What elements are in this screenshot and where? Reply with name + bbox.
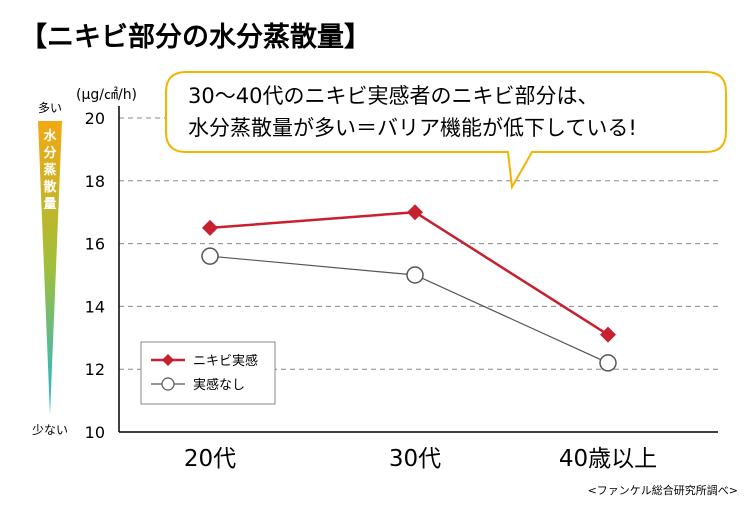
data-point <box>599 354 617 372</box>
legend-marker <box>161 377 175 391</box>
series-acne <box>202 204 616 343</box>
scale-indicator: 多い 水分蒸散量 少ない <box>32 101 68 437</box>
callout-bubble: 30～40代のニキビ実感者のニキビ部分は、 水分蒸散量が多い＝バリア機能が低下し… <box>165 71 727 191</box>
y-tick-label: 20 <box>85 109 105 128</box>
y-tick-label: 14 <box>85 297 105 316</box>
source-note: <ファンケル総合研究所調べ> <box>588 483 738 497</box>
scale-caption-char: 分 <box>43 145 56 161</box>
callout-line-1: 30～40代のニキビ実感者のニキビ部分は、 <box>188 84 598 108</box>
x-tick-labels: 20代 30代 40歳以上 <box>184 446 657 472</box>
y-axis-label: (μg/㎠/h) <box>76 87 137 103</box>
x-tick-label: 30代 <box>389 446 441 472</box>
data-point <box>600 326 616 343</box>
scale-top-label: 多い <box>38 101 62 115</box>
scale-caption-char: 量 <box>43 197 56 212</box>
legend-item: ニキビ実感 <box>151 353 258 369</box>
x-tick-label: 20代 <box>184 446 236 472</box>
legend-marker <box>162 354 174 366</box>
series-none <box>201 247 617 372</box>
x-tick-label: 40歳以上 <box>559 446 657 472</box>
data-point <box>406 266 424 284</box>
scale-caption: 水分蒸散量 <box>43 128 57 212</box>
data-point <box>202 219 218 236</box>
legend-item: 実感なし <box>151 377 245 393</box>
y-tick-label: 16 <box>85 235 105 254</box>
scale-caption-char: 散 <box>43 179 57 195</box>
legend-label: ニキビ実感 <box>193 353 258 369</box>
chart-title: 【ニキビ部分の水分蒸散量】 <box>20 21 371 53</box>
callout-line-2: 水分蒸散量が多い＝バリア機能が低下している! <box>188 116 637 140</box>
scale-wedge <box>38 121 62 415</box>
series-layer <box>201 204 617 372</box>
y-tick-label: 18 <box>85 172 105 191</box>
legend-label: 実感なし <box>193 377 245 393</box>
scale-caption-char: 蒸 <box>43 162 56 178</box>
legend-box <box>140 341 276 405</box>
y-tick-labels: 10 12 14 16 18 20 <box>85 109 105 442</box>
data-point <box>407 204 423 221</box>
scale-bottom-label: 少ない <box>32 423 68 437</box>
callout-shape <box>165 71 727 191</box>
y-tick-label: 12 <box>85 360 105 379</box>
data-point <box>201 247 219 265</box>
grid-lines <box>119 117 718 370</box>
y-tick-label: 10 <box>85 423 105 442</box>
scale-caption-char: 水 <box>43 128 57 144</box>
